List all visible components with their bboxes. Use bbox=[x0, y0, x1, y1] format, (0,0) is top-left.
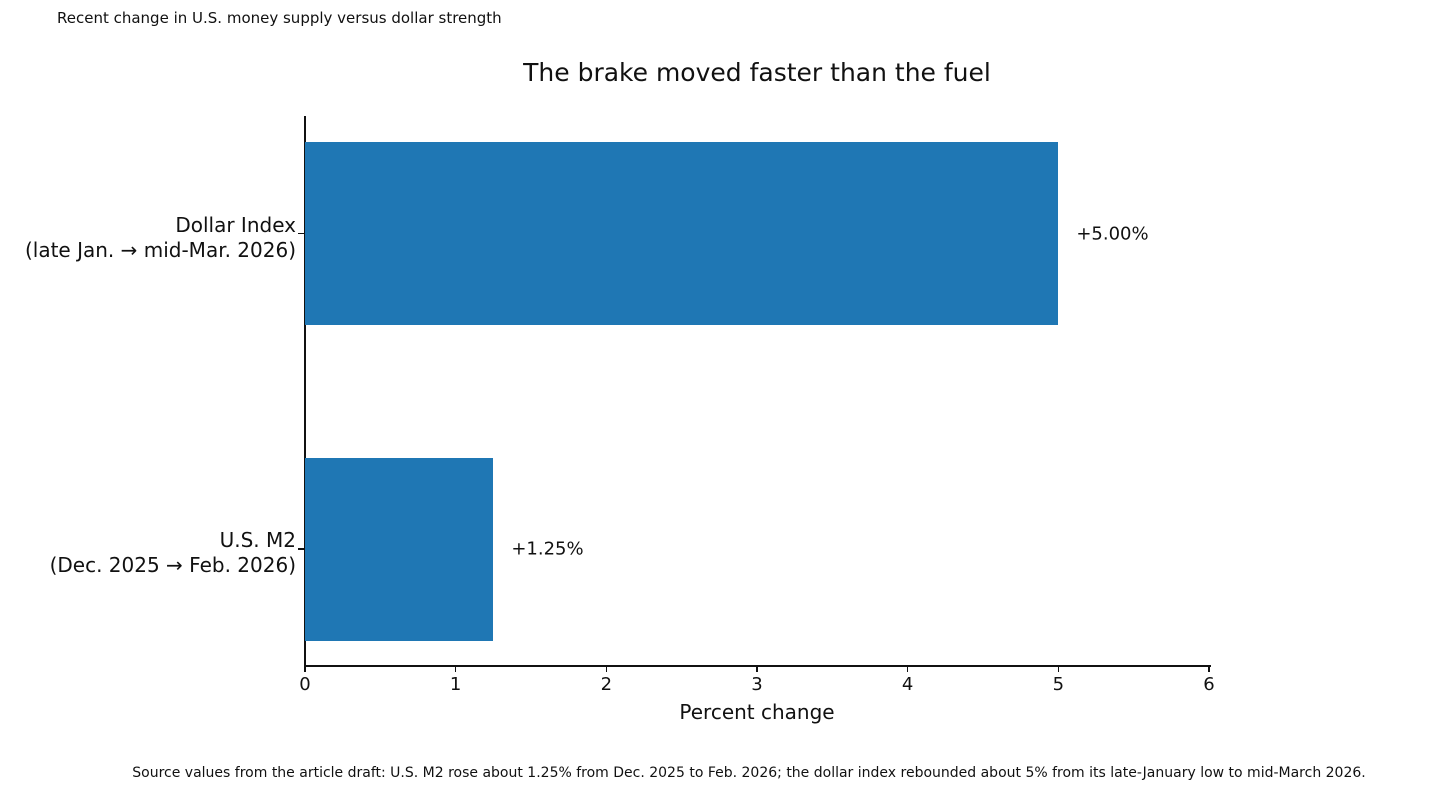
x-tick bbox=[1208, 666, 1210, 672]
x-tick bbox=[756, 666, 758, 672]
x-tick bbox=[454, 666, 457, 672]
chart-title: The brake moved faster than the fuel bbox=[523, 58, 991, 87]
category-name: Dollar Index bbox=[175, 212, 296, 237]
bar bbox=[305, 457, 494, 641]
x-tick-label: 4 bbox=[901, 674, 914, 695]
x-tick bbox=[605, 666, 608, 672]
figure-note: Recent change in U.S. money supply versu… bbox=[57, 9, 502, 27]
bar-value-label: +5.00% bbox=[1076, 223, 1149, 244]
x-tick bbox=[906, 666, 909, 672]
source-caption: Source values from the article draft: U.… bbox=[132, 765, 1366, 781]
y-axis-line bbox=[303, 116, 306, 666]
category-period: (Dec. 2025 → Feb. 2026) bbox=[49, 553, 296, 577]
category-name: U.S. M2 bbox=[219, 528, 296, 552]
x-tick-label: 5 bbox=[1052, 674, 1065, 695]
x-tick-label: 6 bbox=[1203, 674, 1215, 695]
x-axis-title: Percent change bbox=[679, 700, 835, 724]
x-tick-label: 2 bbox=[600, 674, 613, 695]
bar bbox=[305, 142, 1059, 325]
y-tick bbox=[297, 548, 304, 550]
x-tick-label: 1 bbox=[449, 674, 462, 695]
x-tick-label: 0 bbox=[299, 674, 311, 695]
category-label: Dollar Index (late Jan. → mid-Mar. 2026) bbox=[25, 213, 296, 263]
category-label: U.S. M2 (Dec. 2025 → Feb. 2026) bbox=[50, 528, 296, 578]
bar-value-label: +1.25% bbox=[511, 538, 584, 560]
x-tick bbox=[1057, 666, 1060, 672]
x-tick bbox=[304, 666, 306, 672]
y-tick bbox=[297, 232, 304, 235]
x-tick-label: 3 bbox=[751, 674, 763, 695]
category-period: (late Jan. → mid-Mar. 2026) bbox=[24, 237, 296, 262]
x-axis-line bbox=[303, 664, 1211, 667]
